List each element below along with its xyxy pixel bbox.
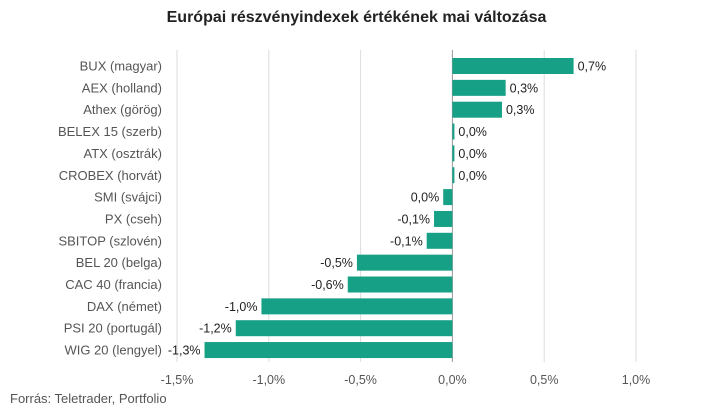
data-label: -0,1% bbox=[390, 234, 423, 248]
bar bbox=[426, 232, 453, 249]
category-label: CROBEX (horvát) bbox=[59, 168, 162, 183]
x-tick-label: -1,0% bbox=[252, 373, 285, 387]
bar bbox=[452, 145, 455, 162]
chart-title: Európai részvényindexek értékének mai vá… bbox=[166, 9, 547, 26]
category-label: PSI 20 (portugál) bbox=[64, 321, 162, 336]
category-label: BUX (magyar) bbox=[80, 59, 162, 74]
data-label: 0,0% bbox=[411, 191, 440, 205]
category-label: Athex (görög) bbox=[83, 102, 162, 117]
bar bbox=[235, 320, 453, 337]
category-label: DAX (német) bbox=[87, 299, 162, 314]
data-label: -1,0% bbox=[225, 300, 258, 314]
x-tick-label: 1,0% bbox=[622, 373, 651, 387]
data-label: 0,0% bbox=[458, 147, 487, 161]
source-note: Forrás: Teletrader, Portfolio bbox=[10, 391, 167, 406]
x-tick-label: -1,5% bbox=[161, 373, 194, 387]
category-label: BEL 20 (belga) bbox=[76, 255, 162, 270]
category-label: CAC 40 (francia) bbox=[65, 277, 162, 292]
bar bbox=[356, 254, 453, 271]
data-label: 0,7% bbox=[578, 60, 607, 74]
data-label: -0,1% bbox=[397, 212, 430, 226]
bar bbox=[452, 123, 455, 140]
bar bbox=[204, 342, 453, 359]
data-label: -0,6% bbox=[311, 278, 344, 292]
data-label: 0,0% bbox=[458, 125, 487, 139]
category-label: WIG 20 (lengyel) bbox=[64, 343, 162, 358]
bar bbox=[452, 58, 574, 74]
category-label: AEX (holland) bbox=[82, 80, 162, 95]
category-label: SMI (svájci) bbox=[94, 190, 162, 205]
bar bbox=[347, 276, 453, 293]
data-label: -1,2% bbox=[199, 322, 232, 336]
bar bbox=[434, 210, 453, 227]
category-label: BELEX 15 (szerb) bbox=[58, 124, 162, 139]
data-label: -1,3% bbox=[168, 344, 201, 358]
bar bbox=[443, 189, 453, 206]
bar bbox=[452, 167, 455, 184]
bar bbox=[452, 101, 502, 118]
x-tick-label: -0,5% bbox=[344, 373, 377, 387]
category-label: PX (cseh) bbox=[105, 211, 162, 226]
category-label: SBITOP (szlovén) bbox=[58, 233, 162, 248]
bar bbox=[452, 79, 506, 96]
data-label: 0,0% bbox=[458, 169, 487, 183]
category-label: ATX (osztrák) bbox=[84, 146, 163, 161]
data-label: -0,5% bbox=[320, 256, 353, 270]
bar bbox=[261, 298, 453, 315]
x-tick-label: 0,0% bbox=[438, 373, 467, 387]
data-label: 0,3% bbox=[510, 81, 539, 95]
x-tick-label: 0,5% bbox=[530, 373, 559, 387]
data-label: 0,3% bbox=[506, 103, 535, 117]
